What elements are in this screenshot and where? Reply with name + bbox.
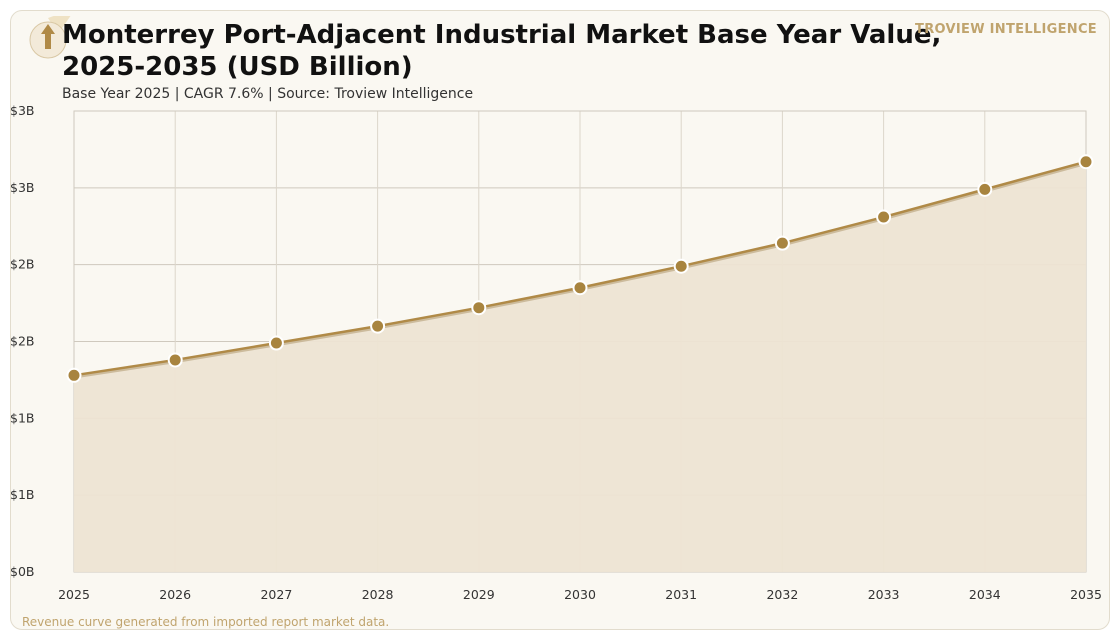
- area-fill: [74, 161, 1086, 572]
- upward-arrow-icon: [29, 16, 71, 59]
- data-point: [370, 318, 386, 334]
- x-tick-label: 2026: [159, 587, 191, 602]
- data-points: [66, 154, 1094, 383]
- data-point: [66, 367, 82, 383]
- data-point: [572, 280, 588, 296]
- y-tick-label: $2B: [10, 257, 34, 272]
- x-tick-label: 2035: [1070, 587, 1102, 602]
- x-tick-label: 2030: [564, 587, 596, 602]
- data-point: [268, 335, 284, 351]
- y-axis-ticks: $0B $1B $1B $2B $2B $3B $3B: [10, 103, 34, 579]
- x-tick-label: 2027: [260, 587, 292, 602]
- x-tick-label: 2034: [969, 587, 1001, 602]
- chart-subtitle: Base Year 2025 | CAGR 7.6% | Source: Tro…: [62, 86, 474, 102]
- brand-label: TROVIEW INTELLIGENCE: [915, 22, 1097, 37]
- data-point: [471, 300, 487, 316]
- y-tick-label: $1B: [10, 410, 34, 425]
- data-point: [774, 235, 790, 251]
- y-tick-label: $2B: [10, 334, 34, 349]
- x-tick-label: 2029: [463, 587, 495, 602]
- chart-title: Monterrey Port-Adjacent Industrial Marke…: [62, 20, 942, 82]
- area-path: [74, 161, 1086, 572]
- y-tick-label: $3B: [10, 180, 34, 195]
- y-tick-label: $0B: [10, 564, 34, 579]
- data-point: [876, 209, 892, 225]
- x-tick-label: 2033: [868, 587, 900, 602]
- data-point: [977, 181, 993, 197]
- y-tick-label: $3B: [10, 103, 34, 118]
- data-point: [673, 258, 689, 274]
- x-tick-label: 2032: [766, 587, 798, 602]
- x-tick-label: 2025: [58, 587, 90, 602]
- x-tick-label: 2028: [362, 587, 394, 602]
- x-tick-label: 2031: [665, 587, 697, 602]
- y-tick-label: $1B: [10, 487, 34, 502]
- footnote: Revenue curve generated from imported re…: [22, 615, 390, 629]
- data-point: [1078, 154, 1094, 170]
- data-point: [167, 352, 183, 368]
- x-axis-ticks: 2025 2026 2027 2028 2029 2030 2031 2032 2033 2034…: [58, 587, 1102, 602]
